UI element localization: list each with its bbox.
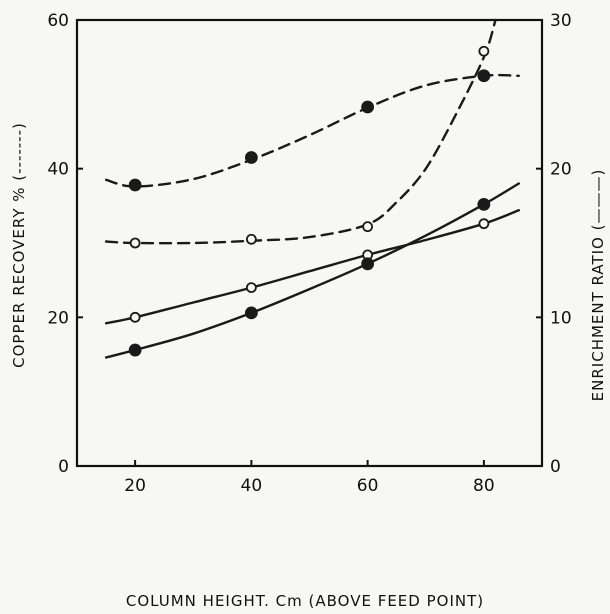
data-point-series-4 <box>361 257 375 271</box>
data-point-series-3 <box>245 282 257 294</box>
data-point-series-3 <box>129 311 141 323</box>
y-right-axis-label: ENRICHMENT RATIO (———) <box>589 169 607 402</box>
y-left-tick-label: 60 <box>47 11 69 31</box>
y-right-tick-label: 20 <box>550 160 572 180</box>
data-point-series-2 <box>362 221 374 233</box>
y-left-tick-label: 0 <box>58 457 69 477</box>
data-point-series-2 <box>129 237 141 249</box>
y-right-tick-label: 10 <box>550 308 572 328</box>
x-axis-label: COLUMN HEIGHT. Cm (ABOVE FEED POINT) <box>126 592 484 610</box>
x-tick-label: 60 <box>357 476 379 496</box>
series-line-3 <box>104 209 520 325</box>
data-point-series-4 <box>477 197 491 211</box>
y-left-axis-label: COPPER RECOVERY % (-------) <box>10 122 28 368</box>
data-point-series-2 <box>245 233 257 245</box>
series-line-2 <box>104 18 497 245</box>
y-left-tick-label: 40 <box>47 160 69 180</box>
data-point-series-4 <box>244 306 258 320</box>
data-point-series-3 <box>478 218 490 230</box>
x-tick-label: 20 <box>124 476 146 496</box>
tick-group: 20 40 60 80 0 20 40 60 0 10 20 30 <box>47 11 571 496</box>
y-right-tick-label: 0 <box>550 457 561 477</box>
data-point-series-4 <box>128 343 142 357</box>
marker-group <box>128 45 491 357</box>
data-point-series-2 <box>478 45 490 57</box>
series-line-4 <box>104 182 520 359</box>
series-line-1 <box>104 73 520 188</box>
y-right-tick-label: 30 <box>550 11 572 31</box>
plot-frame <box>75 18 544 468</box>
data-point-series-1 <box>361 100 375 114</box>
x-tick-label: 80 <box>473 476 495 496</box>
x-tick-label: 40 <box>241 476 263 496</box>
series-group <box>104 18 520 359</box>
data-point-series-1 <box>244 151 258 164</box>
data-point-series-1 <box>128 178 142 192</box>
y-left-tick-label: 20 <box>47 308 69 328</box>
data-point-series-1 <box>477 69 491 83</box>
